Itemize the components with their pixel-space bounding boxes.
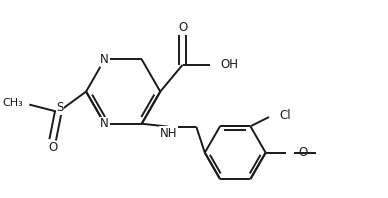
Text: S: S <box>56 101 64 114</box>
Text: O: O <box>298 146 307 159</box>
Text: OH: OH <box>221 58 239 71</box>
Text: NH: NH <box>160 127 177 140</box>
Text: N: N <box>100 53 109 66</box>
Text: N: N <box>100 117 109 130</box>
Text: O: O <box>178 21 187 33</box>
Text: CH₃: CH₃ <box>2 98 23 108</box>
Text: Cl: Cl <box>279 109 291 122</box>
Text: O: O <box>48 142 57 154</box>
